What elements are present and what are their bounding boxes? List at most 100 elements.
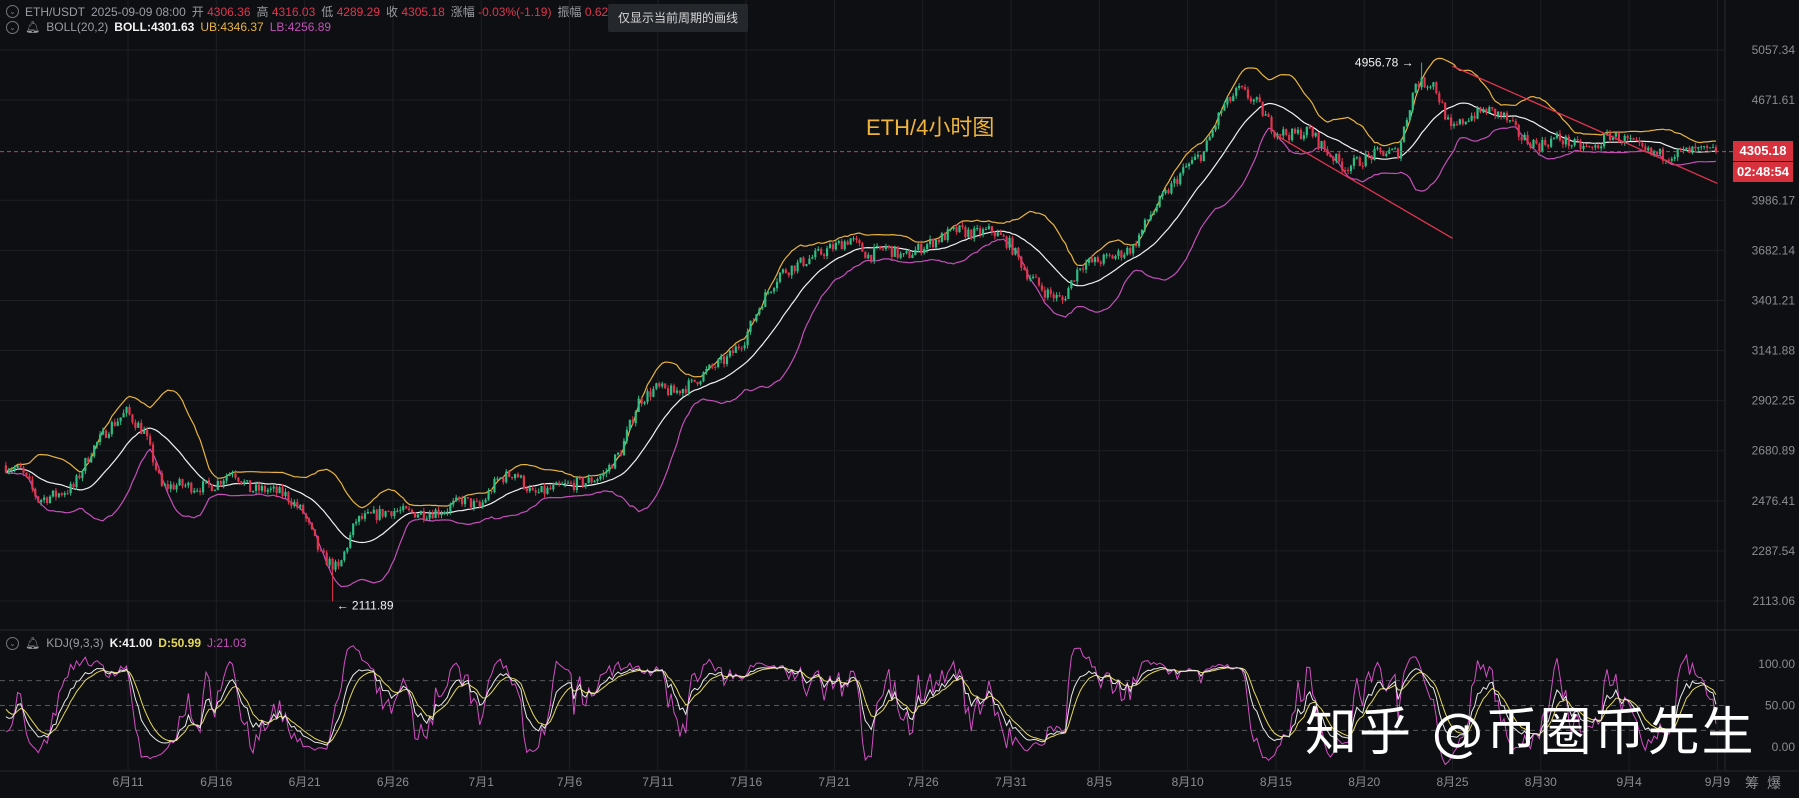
axes: 5057.34 4671.61 3986.17 3682.14 3401.21 3141.… <box>112 43 1795 789</box>
candles <box>4 62 1718 602</box>
candle-body <box>664 383 667 389</box>
bell-icon[interactable]: 🔔︎ <box>25 20 41 34</box>
candle-body <box>357 515 361 522</box>
candle-body <box>614 454 617 469</box>
candle-body <box>516 474 520 478</box>
candle-body <box>1561 140 1564 145</box>
candle-body <box>884 246 888 250</box>
candle-body <box>10 469 13 471</box>
candle-body <box>1099 262 1102 264</box>
chips-button[interactable]: 筹 <box>1745 775 1767 791</box>
candle-body <box>243 481 246 485</box>
change-label: 涨幅 <box>450 5 475 19</box>
candle-body <box>1449 117 1453 127</box>
candle-body <box>1052 294 1055 299</box>
candle-body <box>1497 111 1500 117</box>
candle-body <box>19 465 22 468</box>
candle-body <box>1302 135 1305 139</box>
candle-body <box>552 485 555 490</box>
candle-body <box>828 244 832 249</box>
candle-body <box>1208 136 1211 141</box>
candle-body <box>958 225 961 233</box>
kdj-j: J:21.03 <box>207 636 247 650</box>
candle-body <box>955 227 958 233</box>
candle-body <box>1096 257 1099 263</box>
price-tick-label: 3401.21 <box>1752 293 1796 307</box>
candle-body <box>313 529 317 536</box>
candle-body <box>481 502 484 507</box>
candle-body <box>525 488 528 492</box>
watermark: 知乎 @币圈币先生 <box>1305 703 1756 763</box>
candle-body <box>1597 145 1600 149</box>
candle-body <box>1034 276 1038 278</box>
price-tick-label: 2287.54 <box>1752 544 1796 558</box>
candle-body <box>1373 148 1376 160</box>
candle-body <box>899 253 902 258</box>
candle-body <box>234 473 237 478</box>
candle-body <box>1370 155 1373 160</box>
candle-body <box>31 479 34 489</box>
date-tick-label: 7月31 <box>995 775 1027 789</box>
candle-body <box>1076 269 1079 282</box>
candle-body <box>772 288 776 292</box>
candle-body <box>1647 147 1650 151</box>
collapse-icon[interactable]: ⌄ <box>6 5 19 18</box>
date-tick-label: 7月26 <box>907 775 939 789</box>
candle-body <box>1273 131 1276 138</box>
candle-body <box>1435 82 1438 94</box>
date-tick-label: 8月5 <box>1087 775 1113 789</box>
candle-body <box>66 493 69 495</box>
candle-body <box>484 499 487 503</box>
candle-body <box>1523 134 1526 141</box>
collapse-icon[interactable]: ⌄ <box>6 636 19 650</box>
candle-body <box>1544 140 1547 145</box>
candle-body <box>352 523 355 535</box>
candle-body <box>1714 147 1718 152</box>
candle-body <box>634 411 637 424</box>
candle-body <box>1202 151 1205 161</box>
collapse-icon[interactable]: ⌄ <box>6 20 19 34</box>
candle-body <box>363 513 367 519</box>
candle-body <box>999 232 1002 235</box>
candle-body <box>1547 144 1550 147</box>
candle-body <box>93 445 96 457</box>
candle-body <box>81 470 84 479</box>
candle-body <box>1264 114 1267 116</box>
bell-icon[interactable]: 🔔︎ <box>25 636 41 650</box>
candle-body <box>48 496 52 503</box>
candle-body <box>643 402 646 404</box>
candle-body <box>1467 120 1470 122</box>
candle-body <box>449 504 452 512</box>
candle-body <box>1550 138 1553 147</box>
candle-body <box>434 509 437 519</box>
candle-body <box>931 239 935 248</box>
candle-body <box>169 484 172 489</box>
candle-body <box>299 505 302 508</box>
candle-body <box>1585 145 1588 147</box>
candle-body <box>711 364 714 367</box>
candle-body <box>684 389 687 393</box>
candle-body <box>917 243 920 250</box>
candle-body <box>561 484 564 486</box>
candle-body <box>1146 219 1149 221</box>
candle-body <box>1349 165 1353 172</box>
candle-body <box>466 497 470 499</box>
candle-body <box>690 379 693 381</box>
tooltip: 仅显示当前周期的画线 <box>608 4 748 32</box>
price-tick-label: 2680.89 <box>1752 444 1796 458</box>
candle-body <box>1405 119 1408 127</box>
candle-body <box>1311 128 1314 137</box>
boll-bands <box>5 57 1716 588</box>
candle-body <box>799 257 802 263</box>
open-label: 开 <box>191 5 204 19</box>
candle-body <box>858 239 861 244</box>
candle-body <box>902 253 905 255</box>
candle-body <box>446 511 449 513</box>
candle-body <box>1641 142 1644 147</box>
candle-body <box>69 483 72 494</box>
candle-body <box>722 356 726 365</box>
candle-body <box>564 483 567 485</box>
liquidation-button[interactable]: 爆 <box>1767 775 1789 791</box>
candle-body <box>705 368 708 373</box>
